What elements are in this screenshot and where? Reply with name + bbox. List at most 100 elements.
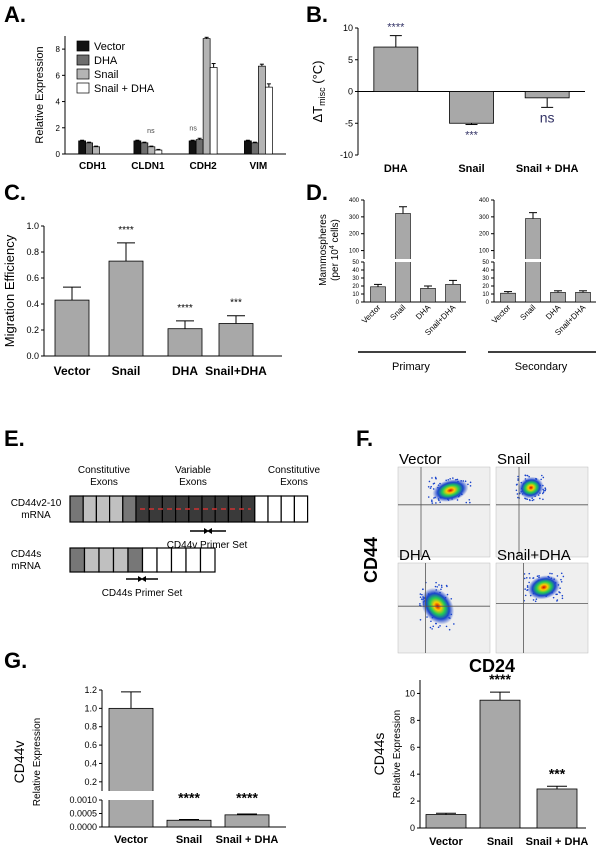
g1-bar [108, 707, 154, 828]
flow-dot [436, 586, 439, 588]
chart-b: -10 -5 0 5 10 ΔTmisc (°C) DHA **** Snail *** Snail… [310, 22, 585, 175]
g1-ytick-label: 0.0010 [69, 795, 97, 805]
a-ytick-label: 0 [56, 150, 61, 159]
cd44s-exon [127, 547, 144, 573]
a-ylabel: Relative Expression [34, 46, 46, 143]
a-bar [154, 149, 163, 155]
flow-dot [437, 626, 440, 629]
flow-dot [440, 584, 443, 587]
flow-dot [526, 474, 529, 477]
g1-title: CD44v [11, 741, 27, 784]
cd44v-primer-rev-head [207, 528, 212, 534]
g1-ytick-label: 0.0000 [69, 822, 97, 832]
g2-bar [479, 699, 521, 829]
cd44s-primer-rev-head [141, 576, 146, 582]
g2-ytick-label: 6 [410, 742, 415, 752]
flow-dot [432, 625, 435, 628]
flow-dot [431, 500, 433, 503]
d-ytick-label: 0 [356, 300, 360, 306]
chart-g-cd44v: 0.2 0.4 0.6 0.8 1.0 1.2 0.0000 0.0005 0.0010 CD44… [11, 685, 286, 846]
g2-category-label: Vector [429, 836, 463, 848]
d-ytick-label: 30 [352, 276, 359, 282]
cd44v-exon [122, 495, 137, 523]
g2-bar [425, 814, 467, 829]
g2-ytick-label: 8 [410, 715, 415, 725]
flow-dot [542, 476, 545, 479]
flow-dot [439, 625, 441, 627]
flow-dot [558, 591, 560, 593]
flow-dot [549, 572, 551, 575]
d-ytick-label: 300 [349, 215, 360, 221]
g1-bar [224, 814, 270, 828]
c-ytick-label: 0.0 [26, 351, 39, 361]
cd44s-exon [83, 547, 100, 573]
a-bar [244, 140, 252, 155]
g1-ytick-label: 0.0005 [69, 809, 97, 819]
flow-dot [456, 499, 459, 501]
cd44s-exon-row [69, 547, 216, 582]
flow-dot [561, 594, 564, 597]
g2-ytick-label: 4 [410, 769, 415, 779]
chart-d: Mammospheres (per 104 cells) 0 10 20 30 40 50 10… [318, 198, 596, 373]
constitutive-right-line1: Constitutive [268, 465, 321, 476]
d-ytick-label: 200 [349, 232, 360, 238]
g1-ytick-label: 0.4 [84, 758, 97, 768]
g1-significance: **** [178, 790, 200, 806]
panel-label-c: C. [4, 180, 26, 205]
b-significance: **** [387, 22, 405, 34]
flow-density [518, 476, 544, 499]
panel-label-e: E. [4, 426, 25, 451]
b-category-label: Snail [458, 163, 484, 175]
b-category-label: DHA [384, 163, 408, 175]
c-bar [54, 299, 90, 357]
a-ytick-label: 8 [56, 45, 61, 54]
panel-label-g: G. [4, 648, 27, 673]
d-bar [420, 288, 436, 303]
flow-dot [430, 620, 432, 623]
flow-dot [560, 580, 563, 583]
d-ytick-label: 10 [352, 292, 359, 298]
flow-dot [560, 578, 562, 581]
a-bar [251, 142, 259, 155]
flow-dot [528, 572, 531, 575]
b-ytick-label: 5 [348, 55, 353, 65]
c-category-label: Snail+DHA [205, 364, 267, 378]
cd44v-label-line1: CD44v2-10 [11, 498, 62, 509]
cd44v-exon [280, 495, 296, 523]
cd44s-primer-fwd-head [138, 576, 143, 582]
d-ytick-label: 400 [479, 198, 490, 204]
d-category-label: Vector [490, 303, 513, 326]
d-category-label: Snail [518, 303, 537, 322]
flow-dot [438, 584, 440, 586]
flow-dot [541, 492, 544, 495]
g1-category-label: Snail [176, 834, 202, 846]
g2-category-label: Snail [487, 836, 513, 848]
flow-dot [428, 480, 431, 483]
g2-significance: **** [489, 671, 511, 687]
flow-dot [524, 474, 527, 477]
flow-dot [435, 581, 437, 584]
c-ytick-label: 0.4 [26, 299, 39, 309]
flow-dot [556, 593, 558, 596]
a-bar [92, 146, 100, 155]
a-bar [133, 140, 142, 155]
flow-dot [439, 501, 441, 504]
g2-ytick-label: 2 [410, 796, 415, 806]
b-significance: *** [465, 130, 479, 142]
d-bar [550, 292, 566, 303]
flow-dot [523, 573, 526, 575]
flow-plot-title: Vector [399, 451, 442, 468]
a-legend-swatch [76, 40, 90, 52]
d-bar-break [394, 259, 412, 262]
flow-plot-title: Snail+DHA [497, 547, 571, 564]
flow-dot [434, 585, 437, 588]
a-bar [140, 142, 149, 155]
cd44s-label-line1: CD44s [11, 549, 42, 560]
a-legend-swatch [76, 82, 90, 94]
flow-dot [541, 474, 543, 477]
g1-bar [166, 819, 212, 828]
flow-dot [551, 572, 553, 575]
flow-dot [440, 588, 442, 591]
cd44v-exon-row [69, 495, 309, 534]
flow-dot [419, 603, 421, 605]
